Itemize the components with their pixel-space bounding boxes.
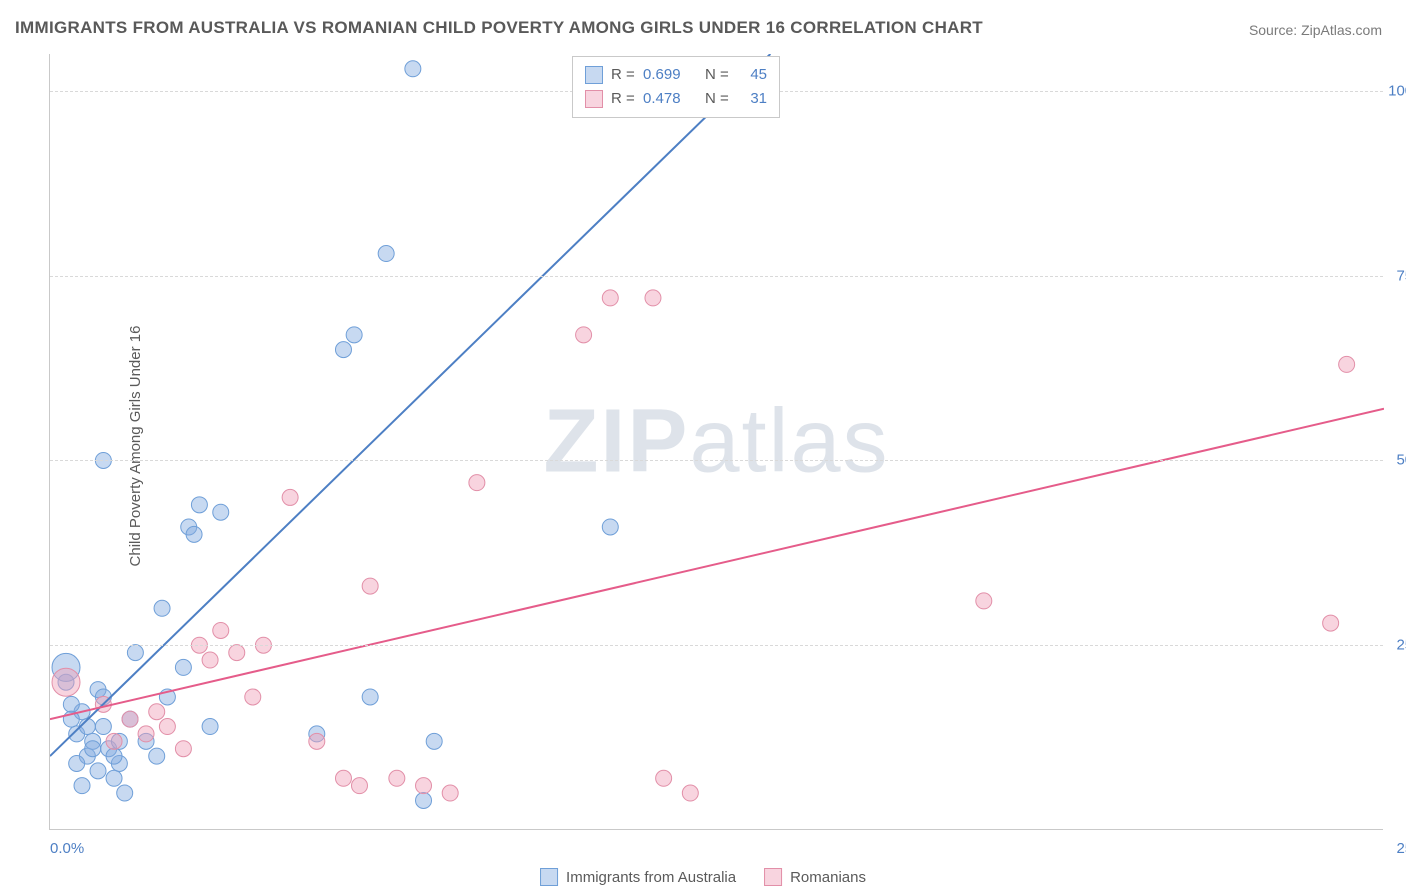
scatter-point — [442, 785, 458, 801]
legend-r-label: R = — [611, 87, 635, 111]
scatter-point — [74, 778, 90, 794]
y-tick-label: 75.0% — [1396, 267, 1406, 284]
scatter-point — [245, 689, 261, 705]
x-tick-label: 25.0% — [1396, 840, 1406, 857]
scatter-point — [346, 327, 362, 343]
scatter-point — [69, 755, 85, 771]
scatter-point — [576, 327, 592, 343]
scatter-point — [602, 290, 618, 306]
legend-swatch — [540, 868, 558, 886]
x-tick-label: 0.0% — [50, 840, 84, 857]
gridline — [50, 645, 1383, 646]
scatter-point — [416, 792, 432, 808]
legend-n-label: N = — [705, 87, 729, 111]
legend-stat-row: R = 0.478 N = 31 — [585, 87, 767, 111]
scatter-point — [202, 652, 218, 668]
scatter-point — [351, 778, 367, 794]
scatter-point — [154, 600, 170, 616]
plot-area: ZIPatlas 25.0%50.0%75.0%100.0%0.0%25.0% — [49, 54, 1383, 830]
scatter-point — [426, 733, 442, 749]
regression-line — [50, 409, 1384, 719]
y-tick-label: 50.0% — [1396, 452, 1406, 469]
chart-title: IMMIGRANTS FROM AUSTRALIA VS ROMANIAN CH… — [15, 18, 983, 38]
legend-series-label: Romanians — [790, 869, 866, 886]
y-tick-label: 100.0% — [1388, 82, 1406, 99]
scatter-point — [309, 733, 325, 749]
scatter-point — [656, 770, 672, 786]
scatter-point — [106, 770, 122, 786]
source-label: Source: ZipAtlas.com — [1249, 22, 1382, 38]
gridline — [50, 276, 1383, 277]
legend-swatch — [764, 868, 782, 886]
scatter-point — [90, 763, 106, 779]
scatter-point — [405, 61, 421, 77]
legend-swatch — [585, 90, 603, 108]
scatter-point — [229, 645, 245, 661]
regression-line — [50, 54, 770, 756]
legend-series-item: Immigrants from Australia — [540, 868, 736, 886]
scatter-point — [1339, 356, 1355, 372]
chart-svg — [50, 54, 1384, 830]
legend-series: Immigrants from Australia Romanians — [540, 868, 866, 886]
scatter-point — [976, 593, 992, 609]
legend-n-val: 31 — [737, 87, 767, 111]
scatter-point — [63, 696, 79, 712]
scatter-point — [469, 475, 485, 491]
scatter-point — [106, 748, 122, 764]
legend-r-val: 0.478 — [643, 87, 697, 111]
legend-r-val: 0.699 — [643, 63, 697, 87]
scatter-point — [282, 489, 298, 505]
scatter-point — [202, 719, 218, 735]
scatter-point — [335, 770, 351, 786]
scatter-point — [213, 504, 229, 520]
scatter-point — [389, 770, 405, 786]
y-tick-label: 25.0% — [1396, 637, 1406, 654]
scatter-point — [602, 519, 618, 535]
scatter-point — [191, 497, 207, 513]
scatter-point — [175, 741, 191, 757]
scatter-point — [95, 719, 111, 735]
legend-swatch — [585, 66, 603, 84]
scatter-point — [645, 290, 661, 306]
scatter-point — [122, 711, 138, 727]
scatter-point — [362, 689, 378, 705]
scatter-point — [106, 733, 122, 749]
legend-n-val: 45 — [737, 63, 767, 87]
scatter-point — [416, 778, 432, 794]
scatter-point — [362, 578, 378, 594]
scatter-point — [52, 668, 80, 696]
legend-n-label: N = — [705, 63, 729, 87]
gridline — [50, 460, 1383, 461]
scatter-point — [213, 622, 229, 638]
scatter-point — [127, 645, 143, 661]
scatter-point — [1323, 615, 1339, 631]
legend-series-item: Romanians — [764, 868, 866, 886]
scatter-point — [335, 342, 351, 358]
scatter-point — [186, 526, 202, 542]
legend-stats: R = 0.699 N = 45 R = 0.478 N = 31 — [572, 56, 780, 118]
legend-r-label: R = — [611, 63, 635, 87]
scatter-point — [159, 719, 175, 735]
scatter-point — [682, 785, 698, 801]
scatter-point — [149, 704, 165, 720]
scatter-point — [138, 726, 154, 742]
scatter-point — [117, 785, 133, 801]
scatter-point — [378, 246, 394, 262]
scatter-point — [85, 741, 101, 757]
scatter-point — [175, 659, 191, 675]
legend-series-label: Immigrants from Australia — [566, 869, 736, 886]
scatter-point — [149, 748, 165, 764]
legend-stat-row: R = 0.699 N = 45 — [585, 63, 767, 87]
